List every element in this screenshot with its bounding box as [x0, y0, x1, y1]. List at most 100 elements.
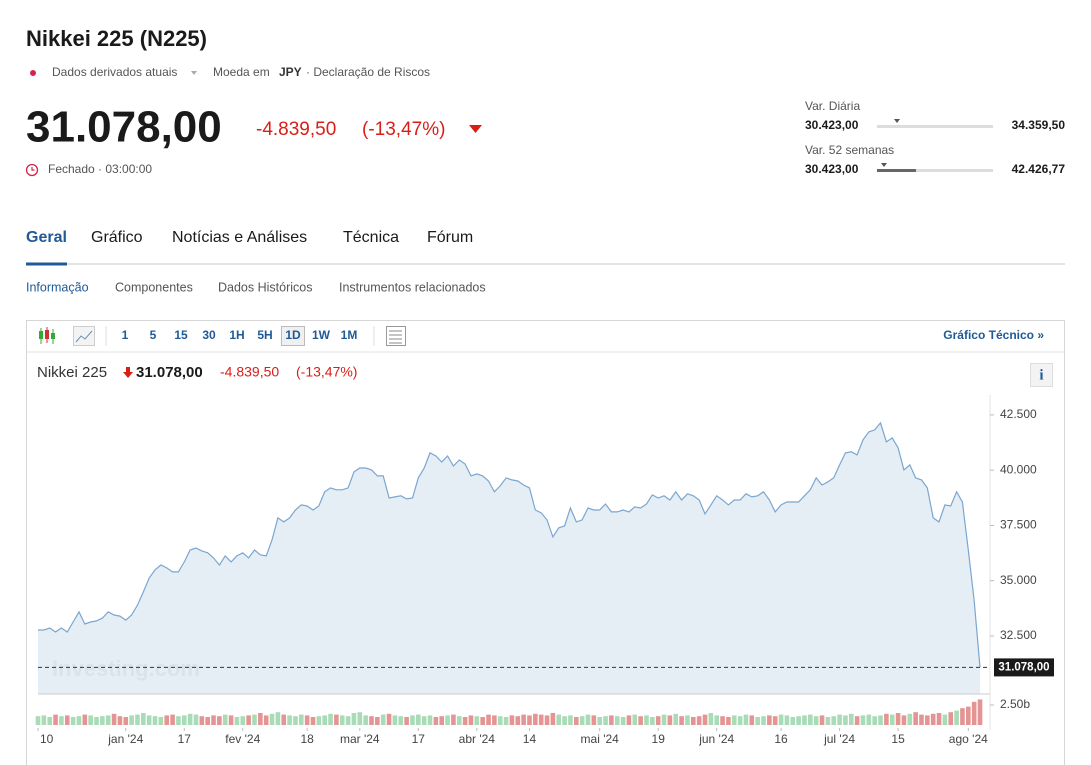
subtab[interactable]: Componentes: [115, 280, 193, 294]
volume-bar: [258, 713, 263, 725]
volume-bar: [942, 714, 948, 725]
volume-bar: [135, 714, 140, 725]
volume-bar: [351, 713, 357, 725]
interval[interactable]: 1D: [285, 328, 301, 342]
interval[interactable]: 30: [202, 328, 216, 342]
x-tick-label: fev '24: [225, 732, 260, 746]
volume-bar: [199, 716, 205, 725]
volume-bar: [936, 713, 942, 725]
dropdown-caret: [191, 71, 197, 75]
volume-bar: [439, 716, 445, 725]
area-icon-line: [75, 330, 93, 343]
volume-bar: [35, 716, 41, 725]
volume-bar: [111, 713, 117, 725]
volume-bar: [398, 716, 404, 725]
info-button[interactable]: [1030, 363, 1053, 387]
volume-bar: [544, 715, 550, 725]
volume-bar: [380, 714, 386, 725]
interval[interactable]: 1W: [312, 328, 331, 342]
volume-bar: [925, 715, 930, 725]
volume-bar: [328, 713, 333, 725]
volume-bar: [843, 715, 848, 725]
legend-name: Nikkei 225: [37, 364, 107, 381]
volume-bar: [298, 714, 304, 725]
volume-bar: [486, 714, 491, 725]
volume-bar: [626, 715, 632, 725]
subtab[interactable]: Instrumentos relacionados: [339, 280, 486, 294]
volume-bar: [790, 717, 796, 725]
plot: Investing.com32.50035.00037.50040.00042.…: [35, 395, 1054, 746]
tab[interactable]: Notícias e Análises: [172, 229, 307, 246]
volume-bar: [152, 716, 158, 725]
technical-chart-link[interactable]: Gráfico Técnico »: [943, 328, 1044, 342]
intervals: 1 5 15 30 1H 5H 1D 1W 1M: [122, 326, 358, 346]
volume-bar: [386, 713, 392, 725]
volume-bar: [585, 714, 591, 725]
interval[interactable]: 1: [122, 328, 129, 342]
x-tick-label: 17: [412, 732, 426, 746]
legend-arrow: [123, 367, 133, 378]
range-high: 42.426,77: [1012, 162, 1066, 176]
x-tick-label: 10: [40, 732, 54, 746]
volume-bar: [375, 717, 380, 725]
volume-bar: [761, 716, 766, 725]
subtab[interactable]: Informação: [26, 280, 89, 294]
interval[interactable]: 5H: [257, 328, 272, 342]
price: 31.078,00: [26, 103, 222, 152]
range-fill: [877, 169, 916, 172]
volume-bar: [217, 716, 222, 725]
current-price-box: [994, 658, 1054, 677]
tab[interactable]: Fórum: [427, 229, 473, 246]
interval[interactable]: 1M: [341, 328, 358, 342]
volume-bar: [930, 713, 936, 725]
area-icon[interactable]: [73, 326, 95, 346]
volume-bar: [954, 710, 959, 725]
disclaimer[interactable]: · Declaração de Riscos: [306, 65, 430, 79]
volume-bar: [316, 716, 322, 725]
tab[interactable]: Geral: [26, 229, 67, 246]
volume-bar: [252, 714, 257, 725]
status: Fechado · 03:00:00: [48, 162, 152, 176]
interval[interactable]: 5: [150, 328, 157, 342]
change-pct: (-13,47%): [362, 119, 445, 140]
volume-bar: [293, 716, 298, 725]
tabs: Geral Gráfico Notícias e Análises Técnica Fó…: [26, 229, 473, 246]
range-low: 30.423,00: [805, 162, 859, 176]
candle-icon[interactable]: [39, 327, 55, 344]
currency-prefix: Moeda em: [213, 65, 270, 79]
volume-bar: [416, 714, 421, 725]
data-type[interactable]: Dados derivados atuais: [52, 65, 177, 79]
down-arrow: [469, 125, 482, 133]
volume-bar: [702, 714, 708, 725]
subtab[interactable]: Dados Históricos: [218, 280, 312, 294]
volume-bar: [767, 715, 772, 725]
volume-bar: [743, 714, 749, 725]
volume-bar: [64, 715, 70, 725]
range-label: Var. 52 semanas: [805, 143, 894, 157]
volume-bar: [480, 717, 485, 725]
volume-bar: [76, 716, 82, 725]
x-tick-label: 18: [300, 732, 314, 746]
volume-bar: [392, 715, 398, 725]
volume-bar: [866, 714, 872, 725]
volume-bar: [895, 713, 901, 725]
volume-bar: [503, 717, 509, 725]
volume-bar: [837, 714, 842, 725]
tab[interactable]: Técnica: [343, 229, 399, 246]
volume-bar: [357, 712, 363, 725]
volume-bar: [88, 715, 93, 725]
volume-bar: [638, 716, 643, 725]
range-marker: [881, 163, 887, 167]
volume-bar: [603, 716, 608, 725]
volume-bar: [650, 717, 655, 725]
interval[interactable]: 15: [174, 328, 188, 342]
volume-bar: [263, 715, 269, 725]
change: -4.839,50: [256, 119, 336, 140]
interval[interactable]: 1H: [229, 328, 244, 342]
volume-bar: [100, 716, 105, 725]
volume-bar: [661, 714, 667, 725]
volume-bar: [234, 717, 240, 725]
volume-bar: [720, 716, 725, 725]
tab[interactable]: Gráfico: [91, 229, 143, 246]
volume-bar: [94, 717, 99, 725]
